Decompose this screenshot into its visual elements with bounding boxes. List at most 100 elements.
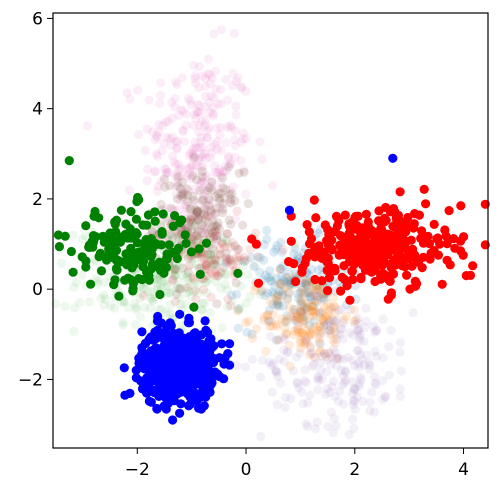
data-point [156, 177, 166, 187]
data-point [200, 316, 210, 326]
data-point [353, 313, 363, 323]
data-point [125, 94, 135, 104]
data-point [335, 249, 345, 259]
data-point [386, 325, 396, 335]
data-point [350, 404, 360, 414]
data-point [444, 206, 454, 216]
data-point [199, 254, 209, 264]
data-point [259, 315, 269, 325]
data-point [338, 371, 349, 381]
data-point [345, 295, 355, 305]
data-point [161, 164, 171, 174]
data-point [198, 298, 208, 308]
data-point [257, 286, 267, 296]
data-point [69, 326, 79, 336]
data-point [178, 263, 188, 273]
data-point [202, 258, 212, 268]
data-point [220, 279, 230, 290]
data-point [186, 204, 196, 214]
y-tick-label: 4 [32, 100, 43, 120]
data-point [456, 201, 466, 211]
data-point [159, 138, 169, 149]
data-point [378, 395, 388, 405]
data-point [386, 262, 396, 273]
data-point [388, 153, 398, 163]
data-point [380, 213, 390, 223]
data-point [163, 398, 173, 408]
data-point [173, 172, 183, 182]
data-point [213, 184, 223, 194]
data-point [206, 212, 216, 222]
data-point [301, 336, 311, 346]
data-point [329, 321, 339, 331]
data-point [204, 274, 214, 284]
data-point [331, 330, 341, 340]
data-point [256, 431, 266, 442]
data-point [161, 307, 171, 317]
data-point [93, 279, 103, 289]
data-point [262, 225, 272, 235]
data-point [169, 157, 179, 167]
data-point [400, 262, 410, 272]
data-point [297, 328, 307, 338]
data-point [250, 261, 261, 271]
data-point [365, 259, 375, 269]
data-point [170, 211, 180, 221]
data-point [232, 289, 242, 299]
data-point [211, 271, 221, 281]
data-point [329, 413, 339, 423]
data-point [135, 312, 146, 322]
data-point [166, 140, 176, 150]
data-point [297, 263, 308, 273]
data-point [184, 318, 194, 328]
data-point [227, 297, 237, 307]
data-point [315, 347, 325, 357]
data-point [162, 288, 172, 298]
data-point [298, 278, 308, 288]
data-point [216, 177, 226, 188]
data-point [326, 407, 336, 417]
data-point [305, 343, 316, 353]
data-point [204, 123, 214, 133]
data-point [180, 137, 190, 147]
data-point [234, 256, 244, 266]
data-point [190, 167, 200, 177]
x-tick-label: 2 [349, 460, 360, 480]
data-point [206, 262, 216, 272]
data-point [282, 311, 292, 321]
data-point [139, 303, 149, 313]
data-point [284, 288, 294, 298]
data-point [180, 230, 190, 240]
data-point [300, 365, 310, 375]
data-point [175, 408, 185, 418]
data-point [54, 242, 64, 252]
data-point [198, 195, 208, 205]
data-point [200, 213, 210, 223]
data-point [208, 244, 218, 254]
data-point [197, 166, 207, 176]
data-point [162, 373, 172, 383]
data-point [208, 109, 218, 119]
data-point [448, 234, 459, 244]
data-point [395, 187, 405, 197]
data-point [308, 307, 319, 317]
data-point [135, 255, 145, 265]
data-point [189, 234, 199, 244]
data-point [305, 390, 315, 400]
data-point [296, 294, 307, 304]
data-point [199, 228, 210, 239]
data-point [223, 151, 233, 161]
data-point [96, 293, 106, 303]
data-point [349, 385, 359, 395]
data-point [189, 152, 200, 162]
data-point [233, 323, 243, 333]
data-point [297, 311, 307, 321]
data-point [184, 185, 194, 196]
data-point [206, 292, 216, 302]
data-point [171, 181, 181, 191]
data-point [205, 152, 215, 163]
data-point [142, 220, 152, 230]
data-point [212, 168, 222, 178]
data-point [282, 315, 292, 325]
data-point [164, 288, 174, 298]
